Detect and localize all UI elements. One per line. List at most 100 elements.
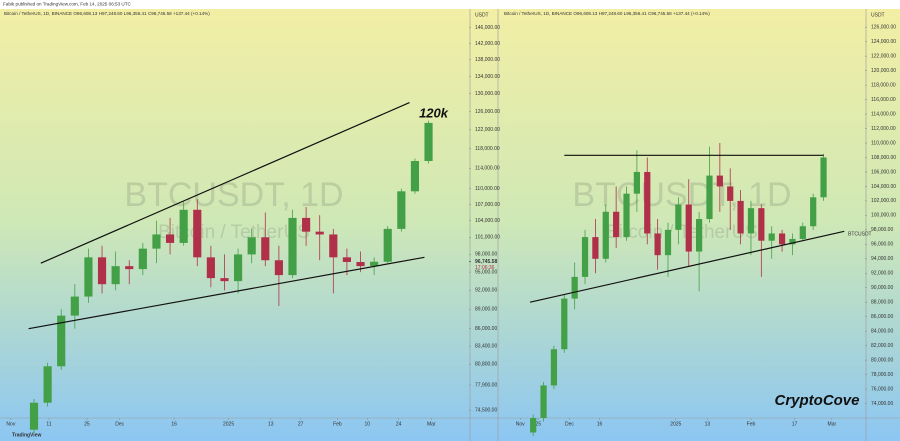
y-tick-label: 77,900.00 <box>475 382 497 388</box>
y-tick-label: 98,000.00 <box>475 252 497 258</box>
candle-body <box>789 238 796 245</box>
y-tick-label: 76,000.00 <box>871 386 893 392</box>
candle-body <box>370 261 379 267</box>
axis-unit: USDT <box>871 12 885 18</box>
x-tick-label: 25 <box>84 421 90 427</box>
y-tick-label: 82,000.00 <box>871 343 893 349</box>
x-tick-label: 11 <box>46 421 51 427</box>
candle-body <box>356 262 365 267</box>
y-tick-label: 134,000.00 <box>475 74 500 80</box>
candle-body <box>179 209 188 243</box>
x-tick-label: Mar <box>828 421 837 427</box>
y-tick-label: 114,000.00 <box>871 111 896 117</box>
y-tick-label: 122,000.00 <box>475 127 500 133</box>
countdown: 17:06:36 <box>475 265 495 271</box>
y-tick-label: 107,000.00 <box>475 202 500 208</box>
candle-body <box>623 193 630 238</box>
candle-body <box>602 211 609 259</box>
signature: CryptoCove <box>774 392 859 409</box>
y-tick-label: 101,000.00 <box>475 235 500 241</box>
y-tick-label: 108,000.00 <box>871 155 896 161</box>
x-tick-label: 13 <box>705 421 711 427</box>
y-tick-label: 95,000.00 <box>475 269 497 275</box>
candle-body <box>111 266 120 285</box>
y-tick-label: 86,000.00 <box>475 326 497 332</box>
x-tick-label: 10 <box>365 421 371 427</box>
candle-body <box>685 204 692 252</box>
y-tick-label: 130,000.00 <box>475 91 500 97</box>
candle-body <box>799 226 806 239</box>
candle-body <box>778 233 786 245</box>
candle-body <box>410 160 420 192</box>
candle-body <box>315 231 324 235</box>
candle-body <box>152 234 161 249</box>
candle-body <box>43 366 52 403</box>
y-tick-label: 74,000.00 <box>871 401 893 407</box>
x-tick-label: Feb <box>747 421 756 427</box>
candle-body <box>571 276 578 299</box>
y-tick-label: 124,000.00 <box>871 39 896 45</box>
candle-body <box>550 349 558 386</box>
x-tick-label: 16 <box>171 421 177 427</box>
candle-body <box>706 175 713 219</box>
y-tick-label: 112,000.00 <box>871 126 896 132</box>
candle-body <box>592 237 599 259</box>
y-tick-label: 80,000.00 <box>871 357 893 363</box>
candle-body <box>768 233 775 241</box>
watermark-title: BTCUSDT, 1D <box>124 176 343 214</box>
x-tick-label: 2025 <box>223 421 234 427</box>
candle-body <box>561 298 568 350</box>
candle-body <box>138 248 147 270</box>
candle-body <box>727 186 734 201</box>
y-tick-label: 126,000.00 <box>475 109 500 115</box>
watermark-title: BTCUSDT, 1D <box>572 176 791 214</box>
legend-text: Bitcoin / TetherUS, 1D, BINANCE O96,608.… <box>4 11 210 16</box>
brand: TradingView <box>12 432 41 438</box>
candle-body <box>633 171 640 194</box>
y-tick-label: 126,000.00 <box>871 25 896 31</box>
y-tick-label: 74,500.00 <box>475 408 497 414</box>
candle-body <box>424 122 433 161</box>
candle-body <box>664 229 672 256</box>
candle-body <box>644 171 651 234</box>
candle-body <box>193 209 202 258</box>
y-tick-label: 80,800.00 <box>475 361 497 367</box>
y-tick-label: 106,000.00 <box>871 169 896 175</box>
y-tick-label: 78,000.00 <box>871 372 893 378</box>
y-tick-label: 88,000.00 <box>871 300 893 306</box>
y-tick-label: 92,000.00 <box>475 288 497 294</box>
y-tick-label: 146,000.00 <box>475 25 500 31</box>
last-price-label: 96,745.58 <box>475 259 497 265</box>
y-tick-label: 89,000.00 <box>475 307 497 313</box>
candle-body <box>84 257 93 297</box>
candle-body <box>613 211 620 238</box>
y-tick-label: 118,000.00 <box>475 146 500 152</box>
trendline <box>28 256 425 330</box>
candle-body <box>165 234 175 243</box>
y-tick-label: 94,000.00 <box>871 256 893 262</box>
y-tick-label: 122,000.00 <box>871 54 896 60</box>
candle-body <box>654 233 661 256</box>
candle-body <box>696 219 703 252</box>
candle-body <box>247 237 256 255</box>
candle-body <box>716 175 723 187</box>
x-tick-label: 25 <box>536 421 542 427</box>
candle-body <box>758 208 765 241</box>
x-tick-label: 17 <box>792 421 798 427</box>
candle-body <box>29 402 39 430</box>
y-tick-label: 110,000.00 <box>871 140 896 146</box>
y-tick-label: 114,000.00 <box>475 166 500 172</box>
candle-body <box>261 237 270 261</box>
trendline <box>529 230 845 303</box>
x-tick-label: Dec <box>565 421 574 427</box>
watermark-subtitle: Bitcoin / TetherUS <box>606 222 758 243</box>
y-tick-label: 104,000.00 <box>871 184 896 190</box>
x-tick-label: Nov <box>516 421 525 427</box>
y-tick-label: 83,400.00 <box>475 343 497 349</box>
x-tick-label: Mar <box>427 421 436 427</box>
candle-body <box>329 234 338 258</box>
candle-body <box>220 278 229 282</box>
